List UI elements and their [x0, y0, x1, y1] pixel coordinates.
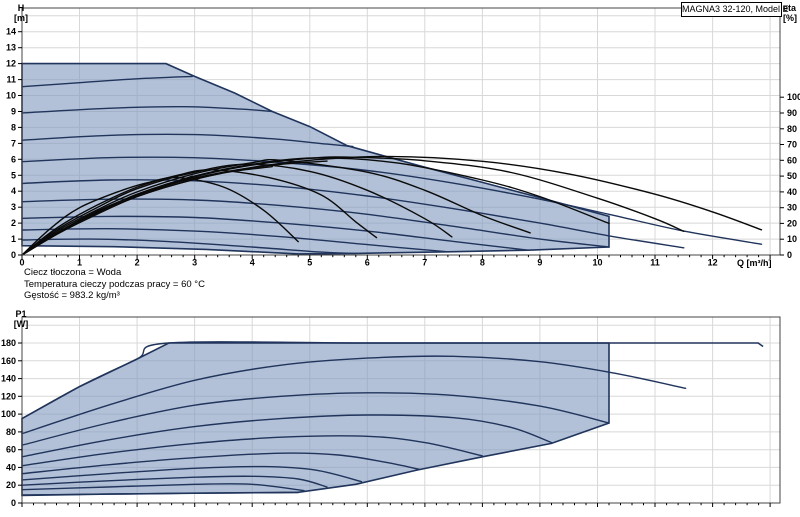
- p1-axis-label: P1 [W]: [13, 309, 29, 329]
- eta-tick-label: 60: [787, 155, 797, 165]
- pump-curve: [21, 435, 484, 467]
- operating-envelope: [21, 342, 610, 497]
- p1-tick-label: 120: [1, 391, 16, 401]
- pump-curve: [21, 105, 273, 114]
- eta-axis-label: eta [%]: [783, 3, 797, 23]
- pump-curve: [21, 392, 610, 446]
- pump-curve: [21, 156, 763, 245]
- condition-line: Temperatura cieczy podczas pracy = 60 °C: [24, 278, 205, 290]
- efficiency-curve: [21, 176, 299, 256]
- eta-tick-label: 10: [787, 234, 797, 244]
- x-tick-label: 3: [192, 258, 197, 268]
- eta-tick-label: 20: [787, 218, 797, 228]
- pump-curve: [21, 491, 299, 496]
- pump-curve: [21, 452, 420, 475]
- h-tick-label: 6: [11, 154, 16, 164]
- h-tick-label: 13: [6, 43, 16, 53]
- h-tick-label: 12: [6, 59, 16, 69]
- p1-tick-label: 20: [6, 480, 16, 490]
- x-tick-label: 2: [135, 258, 140, 268]
- efficiency-curve: [21, 175, 193, 256]
- efficiency-curve: [21, 163, 453, 256]
- chart-title: MAGNA3 32-120, Model E: [682, 4, 789, 14]
- eta-tick-label: 70: [787, 140, 797, 150]
- pump-curve: [21, 355, 687, 435]
- pump-curve: [21, 238, 357, 255]
- x-tick-label: 10: [592, 258, 602, 268]
- eta-tick-label: 50: [787, 171, 797, 181]
- x-tick-label: 8: [480, 258, 485, 268]
- p1-tick-label: 80: [6, 427, 16, 437]
- pump-curve: [21, 75, 193, 88]
- h-tick-label: 4: [11, 186, 16, 196]
- h-tick-label: 11: [6, 75, 16, 85]
- eta-tick-label: 30: [787, 203, 797, 213]
- h-tick-label: 3: [11, 202, 16, 212]
- h-tick-label: 8: [11, 122, 16, 132]
- x-tick-label: 5: [307, 258, 312, 268]
- x-tick-label: 7: [422, 258, 427, 268]
- h-tick-label: 7: [11, 138, 16, 148]
- curve-end-arrow: [757, 342, 764, 348]
- h-tick-label: 1: [11, 234, 16, 244]
- eta-tick-label: 0: [787, 250, 792, 260]
- pump-curve: [21, 198, 610, 248]
- h-axis-label: H [m]: [14, 3, 28, 23]
- x-tick-label: 0: [19, 258, 24, 268]
- eta-tick-label: 40: [787, 187, 797, 197]
- pump-curve: [21, 414, 553, 458]
- efficiency-curve: [21, 158, 531, 256]
- x-tick-label: 4: [250, 258, 255, 268]
- eta-tick-label: 80: [787, 124, 797, 134]
- pump-curve: [21, 483, 305, 492]
- p1-tick-label: 40: [6, 462, 16, 472]
- h-tick-label: 0: [11, 250, 16, 260]
- p1-tick-label: 100: [1, 409, 16, 419]
- x-tick-label: 1: [77, 258, 82, 268]
- p1-tick-label: 180: [1, 338, 16, 348]
- p1-tick-label: 0: [11, 498, 16, 508]
- p1-tick-label: 160: [1, 356, 16, 366]
- pump-curve: [21, 227, 449, 253]
- q-axis-label: Q [m³/h]: [737, 258, 772, 268]
- pump-curve: [21, 215, 530, 251]
- h-tick-label: 5: [11, 170, 16, 180]
- pump-curve: [21, 179, 685, 249]
- h-tick-label: 2: [11, 218, 16, 228]
- eta-tick-label: 100: [787, 92, 800, 102]
- x-tick-label: 6: [365, 258, 370, 268]
- plot-frame: [21, 316, 781, 504]
- plot-frame: [21, 7, 781, 256]
- x-tick-label: 9: [537, 258, 542, 268]
- pump-curve: [21, 465, 363, 483]
- x-tick-label: 12: [708, 258, 718, 268]
- eta-tick-label: 90: [787, 108, 797, 118]
- condition-line: Gęstość = 983.2 kg/m³: [24, 290, 120, 301]
- operating-conditions: Ciecz tłoczona = Woda Temperatura cieczy…: [24, 267, 205, 302]
- p1-tick-label: 140: [1, 374, 16, 384]
- pump-curve: [21, 341, 759, 420]
- x-tick-label: 11: [650, 258, 660, 268]
- h-tick-label: 9: [11, 107, 16, 117]
- pump-curve: [21, 133, 354, 148]
- condition-line: Ciecz tłoczona = Woda: [24, 267, 122, 278]
- pump-curve: [21, 475, 328, 488]
- efficiency-curve: [21, 169, 378, 256]
- p1-tick-label: 60: [6, 445, 16, 455]
- h-tick-label: 10: [6, 91, 16, 101]
- h-tick-label: 14: [6, 27, 16, 37]
- chart-title-box: MAGNA3 32-120, Model E: [681, 2, 789, 17]
